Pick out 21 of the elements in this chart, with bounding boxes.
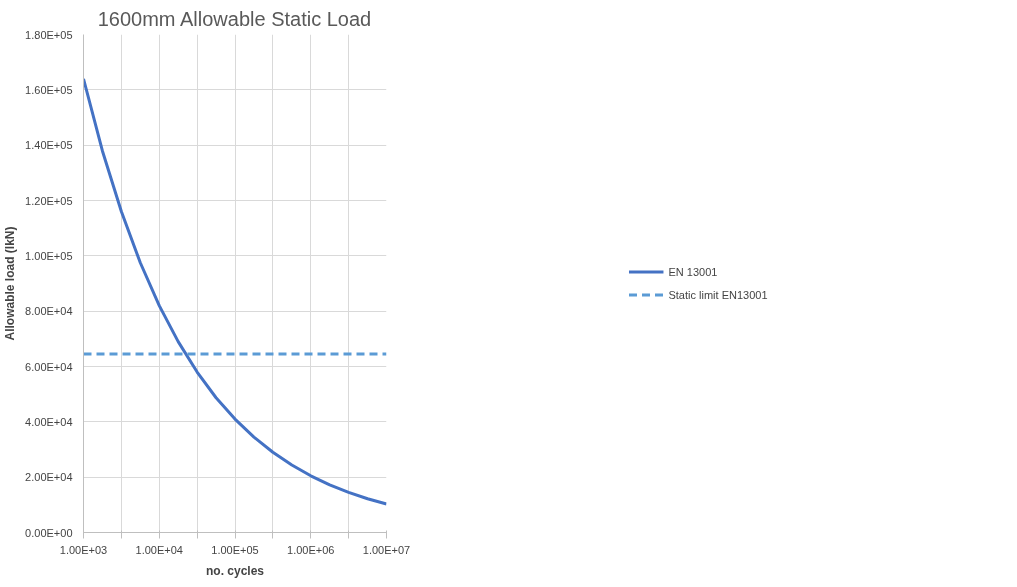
x-tick-label: 1.00E+07 <box>362 543 411 556</box>
y-tick-label: 8.00E+04 <box>25 305 73 318</box>
y-tick-label: 1.40E+05 <box>25 139 73 152</box>
x-tick-label: 1.00E+05 <box>211 543 259 556</box>
legend-label: EN 13001 <box>668 265 718 278</box>
line-series <box>83 77 387 506</box>
y-tick-label: 1.80E+05 <box>25 28 73 41</box>
y-tick-label: 1.00E+05 <box>25 249 73 262</box>
x-tick-label: 1.00E+03 <box>59 543 108 556</box>
y-tick-label: 1.60E+05 <box>25 83 73 96</box>
y-tick-label: 0.00E+00 <box>25 526 73 539</box>
legend-label: Static limit EN13001 <box>668 288 768 301</box>
x-axis-title: no. cycles <box>205 563 265 578</box>
chart-title: 1600mm Allowable Static Load <box>97 7 372 30</box>
y-tick-label: 4.00E+04 <box>25 415 73 428</box>
y-tick-label: 2.00E+04 <box>25 471 73 484</box>
x-tick-label: 1.00E+04 <box>135 543 183 556</box>
y-tick-label: 1.20E+05 <box>25 194 73 207</box>
y-axis-title: Allowable load (lkN) <box>3 226 18 341</box>
y-tick-label: 6.00E+04 <box>25 360 73 373</box>
x-tick-label: 1.00E+06 <box>287 543 335 556</box>
